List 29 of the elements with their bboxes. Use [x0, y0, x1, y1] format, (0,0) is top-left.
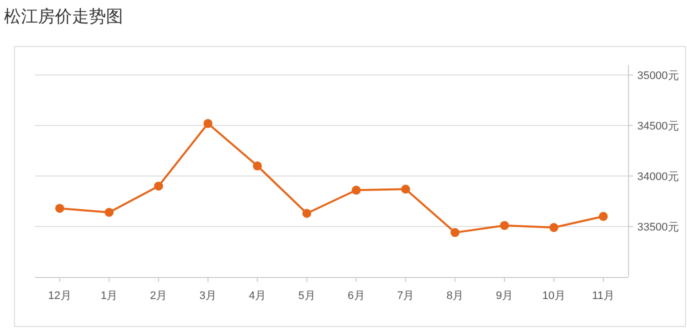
- point: [450, 228, 460, 238]
- point: [302, 208, 312, 218]
- point: [352, 186, 361, 195]
- point: [401, 184, 410, 194]
- x-tick-label: 4月: [248, 290, 266, 302]
- point: [549, 223, 558, 232]
- y-tick-label: 34500元: [637, 120, 679, 132]
- y-tick-label: 33500元: [637, 222, 679, 234]
- y-tick-label: 34000元: [637, 171, 679, 183]
- x-tick-label: 10月: [542, 290, 566, 302]
- y-tick-label: 35000元: [637, 70, 679, 82]
- x-tick-label: 8月: [446, 290, 464, 302]
- point: [252, 161, 262, 170]
- x-tick-label: 9月: [496, 290, 514, 302]
- x-tick-label: 1月: [100, 290, 118, 302]
- x-tick-label: 12月: [48, 290, 72, 302]
- point: [598, 212, 608, 221]
- point: [104, 208, 114, 217]
- x-tick-label: 3月: [199, 290, 217, 302]
- x-tick-label: 7月: [397, 290, 414, 302]
- x-tick-label: 11月: [592, 290, 615, 302]
- chart-title: 松江房价走势图: [4, 7, 123, 26]
- x-tick-label: 5月: [298, 290, 316, 302]
- point: [55, 204, 64, 213]
- point: [500, 220, 509, 230]
- point: [203, 118, 212, 128]
- x-tick-label: 6月: [348, 290, 365, 302]
- x-tick-label: 2月: [150, 290, 168, 302]
- point: [154, 182, 164, 191]
